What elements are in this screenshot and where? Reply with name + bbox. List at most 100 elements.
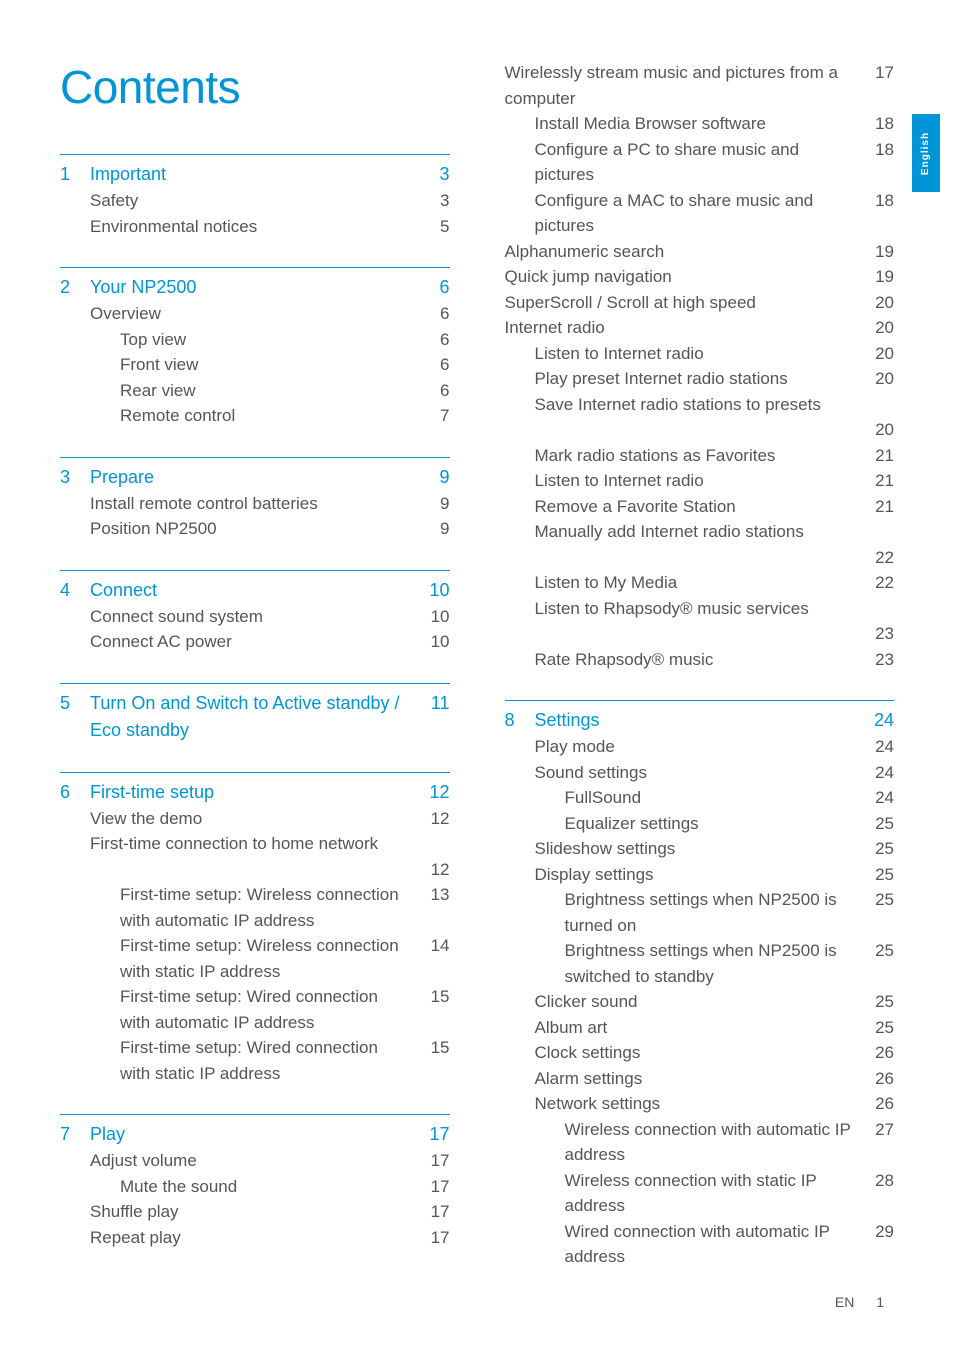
toc-item-label: Adjust volume: [90, 1148, 420, 1174]
toc-heading[interactable]: 2Your NP25006: [60, 274, 450, 301]
toc-item[interactable]: Slideshow settings25: [505, 836, 895, 862]
toc-item[interactable]: FullSound24: [505, 785, 895, 811]
toc-item[interactable]: Position NP25009: [60, 516, 450, 542]
toc-item[interactable]: Environmental notices5: [60, 214, 450, 240]
toc-item-page: 9: [420, 516, 450, 542]
toc-item-label: Shuffle play: [90, 1199, 420, 1225]
toc-item-label: Remote control: [120, 403, 420, 429]
left-column: Contents 1Important3Safety3Environmental…: [60, 60, 450, 1298]
toc-heading[interactable]: 7Play17: [60, 1121, 450, 1148]
toc-heading[interactable]: 1Important3: [60, 161, 450, 188]
toc-item-page: 21: [864, 494, 894, 520]
toc-item[interactable]: First-time setup: Wireless connection wi…: [60, 933, 450, 984]
toc-section-number: 4: [60, 577, 90, 604]
toc-item[interactable]: Equalizer settings25: [505, 811, 895, 837]
toc-heading[interactable]: 5Turn On and Switch to Active standby / …: [60, 690, 450, 744]
toc-item[interactable]: Clicker sound25: [505, 989, 895, 1015]
toc-item[interactable]: Rear view6: [60, 378, 450, 404]
toc-item-label: Rate Rhapsody® music: [535, 647, 865, 673]
toc-item[interactable]: Safety3: [60, 188, 450, 214]
toc-item[interactable]: Configure a PC to share music and pictur…: [505, 137, 895, 188]
toc-item[interactable]: Save Internet radio stations to presets: [505, 392, 895, 418]
toc-item[interactable]: Wireless connection with automatic IP ad…: [505, 1117, 895, 1168]
toc-item[interactable]: First-time setup: Wireless connection wi…: [60, 882, 450, 933]
toc-item-label: FullSound: [565, 785, 865, 811]
language-tab: English: [912, 114, 940, 192]
toc-item[interactable]: Mark radio stations as Favorites21: [505, 443, 895, 469]
toc-item-label: Quick jump navigation: [505, 264, 865, 290]
toc-item[interactable]: Front view6: [60, 352, 450, 378]
toc-item[interactable]: Adjust volume17: [60, 1148, 450, 1174]
toc-item[interactable]: Listen to Internet radio20: [505, 341, 895, 367]
toc-item[interactable]: Mute the sound17: [60, 1174, 450, 1200]
toc-item[interactable]: Listen to Internet radio21: [505, 468, 895, 494]
toc-item[interactable]: Listen to My Media22: [505, 570, 895, 596]
toc-item-page: 22: [864, 570, 894, 596]
toc-item[interactable]: Network settings26: [505, 1091, 895, 1117]
toc-item-label: Safety: [90, 188, 420, 214]
toc-item[interactable]: Wirelessly stream music and pictures fro…: [505, 60, 895, 111]
toc-item[interactable]: Remove a Favorite Station21: [505, 494, 895, 520]
toc-item[interactable]: Install remote control batteries9: [60, 491, 450, 517]
toc-item[interactable]: SuperScroll / Scroll at high speed20: [505, 290, 895, 316]
toc-item-page: 15: [420, 984, 450, 1010]
toc-item[interactable]: Display settings25: [505, 862, 895, 888]
toc-item[interactable]: Wireless connection with static IP addre…: [505, 1168, 895, 1219]
toc-item[interactable]: First-time connection to home network: [60, 831, 450, 857]
toc-item[interactable]: Brightness settings when NP2500 is turne…: [505, 887, 895, 938]
toc-item[interactable]: First-time setup: Wired connection with …: [60, 1035, 450, 1086]
toc-item[interactable]: Connect AC power10: [60, 629, 450, 655]
toc-item[interactable]: View the demo12: [60, 806, 450, 832]
toc-item[interactable]: Quick jump navigation19: [505, 264, 895, 290]
toc-item-label: Wireless connection with static IP addre…: [565, 1168, 865, 1219]
toc-heading[interactable]: 6First-time setup12: [60, 779, 450, 806]
toc-item-label: Listen to Internet radio: [535, 341, 865, 367]
toc-heading-label: Settings: [535, 707, 865, 734]
toc-item[interactable]: Listen to Rhapsody® music services: [505, 596, 895, 622]
toc-item-label: Internet radio: [505, 315, 865, 341]
toc-heading-label: Important: [90, 161, 420, 188]
toc-item-label: Wired connection with automatic IP addre…: [565, 1219, 865, 1270]
toc-item-page: 10: [420, 604, 450, 630]
toc-item[interactable]: Wired connection with automatic IP addre…: [505, 1219, 895, 1270]
toc-item-page: 3: [420, 188, 450, 214]
toc-item-page: 7: [420, 403, 450, 429]
toc-item[interactable]: Album art25: [505, 1015, 895, 1041]
toc-item-label: Save Internet radio stations to presets: [535, 392, 895, 418]
toc-item-page: 6: [420, 327, 450, 353]
toc-item[interactable]: Play preset Internet radio stations20: [505, 366, 895, 392]
toc-item-page: 6: [420, 352, 450, 378]
toc-section: 7Play17Adjust volume17Mute the sound17Sh…: [60, 1114, 450, 1250]
toc-item[interactable]: Alarm settings26: [505, 1066, 895, 1092]
toc-item[interactable]: Brightness settings when NP2500 is switc…: [505, 938, 895, 989]
toc-item[interactable]: Play mode24: [505, 734, 895, 760]
toc-item[interactable]: Remote control7: [60, 403, 450, 429]
toc-heading-label: Turn On and Switch to Active standby / E…: [90, 690, 420, 744]
toc-item[interactable]: Install Media Browser software18: [505, 111, 895, 137]
toc-item[interactable]: Clock settings26: [505, 1040, 895, 1066]
toc-heading[interactable]: 3Prepare9: [60, 464, 450, 491]
toc-item[interactable]: Internet radio20: [505, 315, 895, 341]
toc-item[interactable]: Overview6: [60, 301, 450, 327]
toc-heading-label: First-time setup: [90, 779, 420, 806]
toc-heading[interactable]: 8Settings24: [505, 707, 895, 734]
toc-item[interactable]: Top view6: [60, 327, 450, 353]
toc-item-label: Position NP2500: [90, 516, 420, 542]
toc-item[interactable]: Alphanumeric search19: [505, 239, 895, 265]
toc-item[interactable]: Shuffle play17: [60, 1199, 450, 1225]
toc-item-label: Front view: [120, 352, 420, 378]
toc-item[interactable]: First-time setup: Wired connection with …: [60, 984, 450, 1035]
toc-item-page: 19: [864, 239, 894, 265]
toc-item-label: Configure a PC to share music and pictur…: [535, 137, 865, 188]
toc-item-page: 17: [864, 60, 894, 86]
toc-heading[interactable]: 4Connect10: [60, 577, 450, 604]
toc-item[interactable]: Sound settings24: [505, 760, 895, 786]
toc-item[interactable]: Connect sound system10: [60, 604, 450, 630]
toc-item[interactable]: Rate Rhapsody® music23: [505, 647, 895, 673]
toc-item[interactable]: Manually add Internet radio stations: [505, 519, 895, 545]
toc-item-page: 6: [420, 301, 450, 327]
toc-item[interactable]: Repeat play17: [60, 1225, 450, 1251]
toc-item-page: 12: [420, 806, 450, 832]
toc-section: 6First-time setup12View the demo12First-…: [60, 772, 450, 1087]
toc-item[interactable]: Configure a MAC to share music and pictu…: [505, 188, 895, 239]
